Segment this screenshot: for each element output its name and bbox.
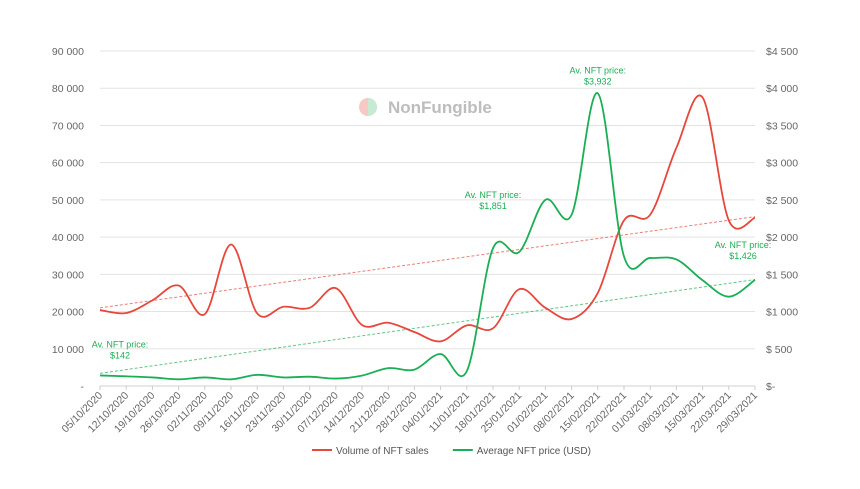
right-tick-label: $4 000 [766,83,798,95]
left-tick-label: 90 000 [52,46,84,58]
annotation-label: Av. NFT price: [465,190,522,200]
right-tick-label: $1 500 [766,269,798,281]
annotation-value: $1,851 [479,201,507,211]
left-tick-label: 60 000 [52,158,84,170]
left-tick-label: 20 000 [52,307,84,319]
left-axis: - 10 000 20 000 30 000 40 000 50 000 60 000 70 … [52,46,85,393]
legend: Volume of NFT sales Average NFT price (US… [312,446,591,457]
trendline-0 [100,217,755,308]
left-tick-label: 80 000 [52,83,84,95]
right-tick-label: $3 500 [766,120,798,132]
series-line-0 [100,95,755,341]
right-tick-label: $2 500 [766,195,798,207]
left-tick-label: - [81,381,85,393]
annotation-value: $3,932 [584,76,612,86]
right-tick-label: $1 000 [766,307,798,319]
left-tick-label: 50 000 [52,195,84,207]
left-tick-label: 70 000 [52,120,84,132]
nonfungible-watermark: NonFungible [359,98,492,117]
right-tick-label: $- [766,381,776,393]
right-tick-label: $ 500 [766,344,792,356]
annotation-label: Av. NFT price: [92,339,149,349]
annotation-label: Av. NFT price: [570,65,627,75]
right-tick-label: $4 500 [766,46,798,58]
right-tick-label: $3 000 [766,158,798,170]
trendline-1 [100,280,755,374]
watermark-text: NonFungible [388,98,492,117]
left-tick-label: 40 000 [52,232,84,244]
logo-icon-half [368,98,377,116]
annotation-value: $142 [110,350,130,360]
series-line-1 [100,93,755,379]
left-tick-label: 30 000 [52,269,84,281]
legend-label-0: Volume of NFT sales [336,446,429,457]
annotation-value: $1,426 [729,251,757,261]
right-axis: $-$ 500$1 000$1 500$2 000$2 500$3 000$3 … [766,46,798,393]
annotation-label: Av. NFT price: [715,240,772,250]
legend-label-1: Average NFT price (USD) [477,446,591,457]
left-tick-label: 10 000 [52,344,84,356]
series [100,93,755,379]
x-axis: 05/10/202012/10/202019/10/202026/10/2020… [59,386,760,435]
